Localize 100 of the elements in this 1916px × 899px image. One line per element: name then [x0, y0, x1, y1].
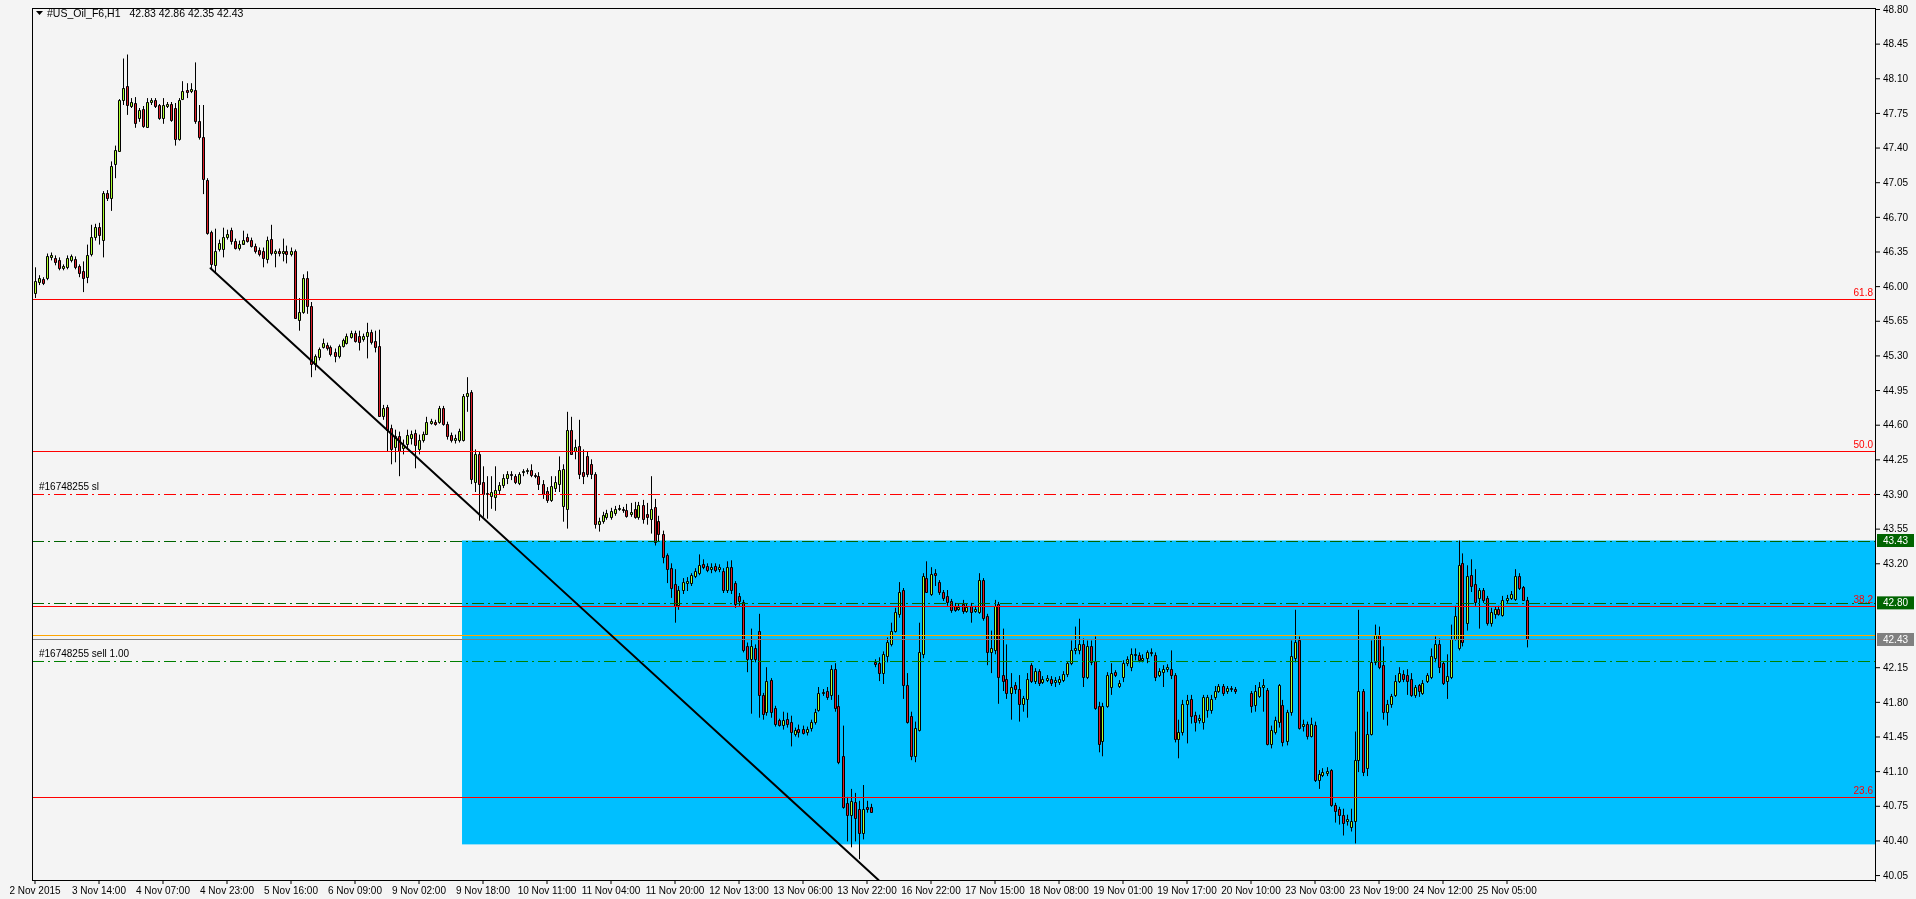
candlestick [110, 160, 113, 212]
y-tick-label: 42.15 [1883, 661, 1909, 673]
candlestick [1514, 568, 1517, 602]
candlestick [930, 566, 933, 597]
candlestick [1118, 679, 1121, 689]
candlestick [1138, 651, 1141, 663]
x-tick-label: 4 Nov 07:00 [136, 885, 191, 897]
candlestick [997, 601, 1000, 705]
candlestick [1146, 649, 1149, 664]
candlestick [1101, 702, 1104, 757]
x-tick-label: 23 Nov 03:00 [1285, 885, 1346, 897]
x-tick-label: 19 Nov 01:00 [1093, 885, 1154, 897]
candlestick [750, 628, 753, 715]
candlestick [506, 470, 509, 485]
candlestick [1226, 685, 1229, 695]
y-tick-label: 47.75 [1883, 107, 1909, 119]
candlestick [54, 254, 57, 266]
x-tick-label: 13 Nov 22:00 [837, 885, 898, 897]
x-tick-label: 4 Nov 23:00 [200, 885, 255, 897]
candlestick [350, 330, 353, 340]
y-tick-label: 45.30 [1883, 350, 1909, 362]
y-tick-label: 44.25 [1883, 454, 1909, 466]
candlestick [682, 577, 685, 595]
x-tick-label: 11 Nov 04:00 [581, 885, 641, 897]
y-tick-label: 48.45 [1883, 38, 1909, 50]
candlestick [802, 725, 805, 735]
candlestick [1222, 683, 1225, 697]
candlestick [550, 475, 553, 503]
candlestick [1162, 664, 1165, 688]
candlestick [622, 506, 625, 514]
y-tick-label: 44.95 [1883, 384, 1909, 396]
candlestick [282, 238, 285, 262]
x-tick-label: 9 Nov 02:00 [392, 885, 447, 897]
candlestick [406, 429, 409, 450]
candlestick [1234, 686, 1237, 695]
chart-title: #US_Oil_F6,H1 [47, 7, 121, 19]
x-tick-label: 16 Nov 22:00 [901, 885, 962, 897]
candlestick [1034, 667, 1037, 685]
candlestick [414, 429, 417, 469]
x-tick-label: 24 Nov 12:00 [1413, 885, 1474, 897]
candlestick [322, 338, 325, 349]
ref-line-label: 43.43 [1882, 535, 1909, 547]
y-tick-label: 43.90 [1883, 488, 1909, 500]
candlestick [430, 418, 433, 426]
candlestick [526, 467, 529, 475]
y-tick-label: 44.60 [1883, 419, 1909, 431]
candlestick [510, 470, 513, 481]
candlestick [42, 276, 45, 286]
candlestick [530, 463, 533, 478]
candlestick [1050, 675, 1053, 687]
candlestick [366, 322, 369, 359]
candlestick [1058, 675, 1061, 686]
candlestick [714, 562, 717, 573]
y-tick-label: 45.65 [1883, 315, 1909, 327]
candlestick [66, 254, 69, 270]
candlestick [1262, 678, 1265, 713]
candlestick [610, 507, 613, 521]
candlestick [90, 224, 93, 257]
y-tick-label: 40.75 [1883, 800, 1909, 812]
candlestick [222, 227, 225, 258]
candlestick [246, 233, 249, 244]
candlestick [625, 503, 628, 519]
y-tick-label: 40.40 [1883, 835, 1909, 847]
ref-line-label: 42.80 [1882, 597, 1909, 609]
candlestick [965, 603, 968, 614]
candlestick [970, 602, 973, 624]
x-tick-label: 3 Nov 14:00 [72, 885, 127, 897]
annotation: 50.0 [1853, 439, 1874, 451]
y-tick-label: 48.80 [1883, 3, 1909, 15]
y-tick-label: 48.10 [1883, 72, 1909, 84]
y-tick-label: 47.40 [1883, 142, 1909, 154]
candlestick [850, 788, 853, 848]
x-tick-label: 13 Nov 06:00 [773, 885, 834, 897]
candlestick [790, 715, 793, 747]
x-tick-label: 2 Nov 2015 [9, 885, 62, 897]
x-tick-label: 6 Nov 09:00 [328, 885, 383, 897]
y-tick-label: 41.10 [1883, 765, 1909, 777]
x-tick-label: 5 Nov 16:00 [264, 885, 319, 897]
candlestick [954, 602, 957, 613]
candlestick [146, 97, 149, 129]
ref-line-label: #16748255 sell 1.00 [39, 648, 130, 660]
y-tick-label: 41.45 [1883, 731, 1909, 743]
candlestick [618, 504, 621, 512]
candlestick [1418, 683, 1421, 698]
annotation: 61.8 [1853, 287, 1874, 298]
annotation: 23.6 [1853, 784, 1874, 796]
candlestick [1210, 694, 1213, 715]
candlestick [438, 405, 441, 425]
candlestick [1406, 668, 1409, 696]
candlestick [1154, 651, 1157, 682]
candlestick [378, 329, 381, 418]
x-tick-label: 23 Nov 19:00 [1349, 885, 1410, 897]
candlestick [614, 505, 617, 517]
candlestick [822, 688, 825, 697]
candlestick [1130, 647, 1133, 672]
candlestick [1141, 653, 1144, 663]
candlestick [1342, 808, 1345, 836]
candlestick [334, 348, 337, 363]
candlestick [870, 803, 873, 814]
x-tick-label: 12 Nov 13:00 [709, 885, 770, 897]
